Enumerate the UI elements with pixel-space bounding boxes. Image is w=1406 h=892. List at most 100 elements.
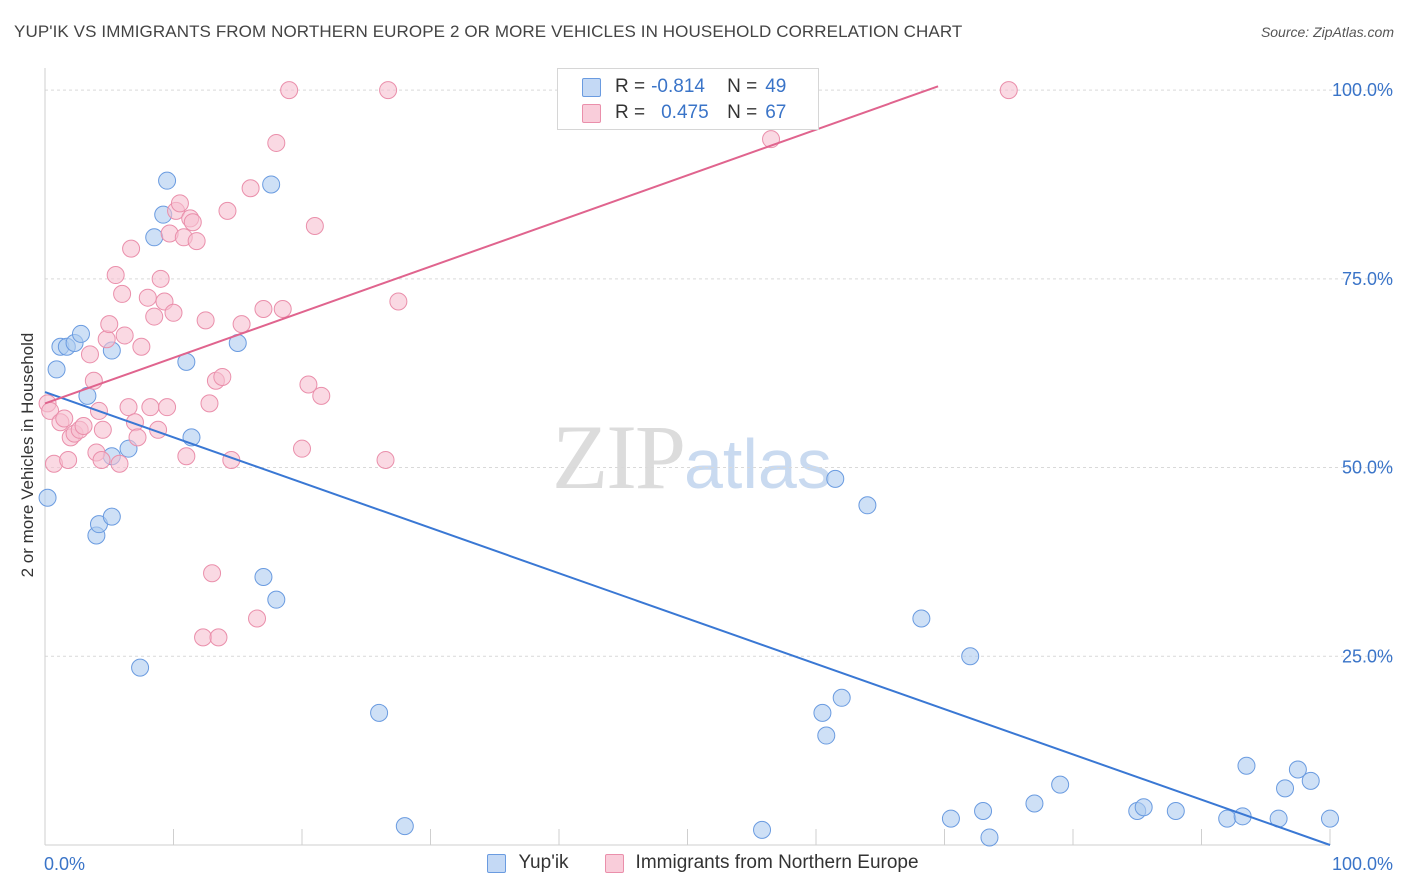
correlation-legend: R = -0.814 N = 49 R = 0.475 N = 67 [557,68,819,130]
northern-europe-point [59,451,78,469]
legend-item-yupik[interactable]: Yup'ik [487,852,569,874]
northern-europe-point [183,213,202,232]
yupik-point [1237,756,1256,775]
northern-europe-swatch [604,853,624,873]
northern-europe-point [241,179,260,198]
northern-europe-point [74,417,93,436]
northern-europe-point [170,194,189,213]
northern-europe-point [97,330,116,349]
northern-europe-point [379,81,398,100]
n-value-yupik: 49 [765,76,787,97]
yupik-point [941,809,960,828]
northern-europe-point [115,326,134,345]
n-label: N = [727,76,758,97]
yupik-point [38,488,57,507]
northern-europe-point [218,201,237,220]
yupik-point [370,703,389,722]
northern-europe-point [55,409,74,428]
yupik-point [145,228,164,247]
yupik-point [817,726,836,745]
northern-europe-point [299,375,318,394]
yupik-point [961,647,980,666]
legend-item-northern-europe[interactable]: Immigrants from Northern Europe [604,852,919,874]
northern-europe-point [203,564,222,583]
legend-label-yupik: Yup'ik [518,852,569,873]
yupik-point [826,469,845,488]
northern-europe-point [280,81,299,100]
r-label: R = [615,76,646,97]
northern-europe-point [254,300,273,319]
yupik-point [267,590,286,609]
legend-label-northern-europe: Immigrants from Northern Europe [635,852,919,873]
yupik-point [832,688,851,707]
yupik-point [858,496,877,515]
y-tick-label: 25.0% [1342,646,1393,666]
northern-europe-trend-line [44,85,939,405]
chart-title: YUP'IK VS IMMIGRANTS FROM NORTHERN EUROP… [14,22,963,41]
northern-europe-point [110,454,129,473]
yupik-point [1025,794,1044,813]
n-label: N = [727,102,758,123]
yupik-swatch [487,853,507,873]
northern-europe-point [999,81,1018,100]
northern-europe-point [138,288,157,307]
yupik-point [158,171,177,190]
northern-europe-point [232,315,251,334]
northern-europe-point [187,232,206,251]
northern-europe-point [132,337,151,356]
legend-row-northern-europe: R = 0.475 N = 67 [582,100,786,126]
yupik-point [71,324,90,343]
y-tick-label: 75.0% [1342,269,1393,289]
northern-europe-point [145,307,164,326]
northern-europe-point [248,609,267,628]
northern-europe-point [293,439,311,458]
series-legend: Yup'ik Immigrants from Northern Europe [0,852,1406,874]
northern-europe-point [128,428,147,447]
northern-europe-point [92,451,111,469]
watermark-zip: ZIP [552,406,686,508]
y-tick-label: 100.0% [1332,80,1393,100]
northern-europe-point [119,398,138,417]
northern-europe-point [273,300,292,319]
yupik-point [47,360,66,379]
y-tick-label: 50.0% [1342,458,1393,478]
northern-europe-point [267,133,286,152]
yupik-point [813,703,832,722]
northern-europe-point [141,398,160,417]
x-tick-label: 100.0% [1332,854,1393,874]
northern-europe-point [151,269,170,288]
northern-europe-point [93,420,112,439]
yupik-point [980,828,999,847]
yupik-point [395,817,414,836]
yupik-trend-line [44,391,1331,846]
northern-europe-point [113,284,132,303]
yupik-point [753,820,772,839]
northern-europe-point [106,266,125,285]
watermark-atlas: atlas [684,425,832,503]
n-value-northern-europe: 67 [765,102,787,123]
r-label: R = [615,102,646,123]
yupik-point [974,802,993,821]
northern-europe-point [200,394,219,413]
yupik-point [1166,802,1185,821]
northern-europe-point [194,628,213,647]
northern-europe-point [100,315,119,334]
yupik-point [912,609,931,628]
northern-europe-point [389,292,408,311]
yupik-point [1288,760,1307,779]
yupik-point [1051,775,1070,794]
yupik-point [1301,771,1320,790]
yupik-point [1276,779,1295,798]
northern-europe-point [376,451,395,469]
yupik-point [1321,809,1339,828]
northern-europe-point [158,398,177,417]
r-value-yupik: -0.814 [651,76,705,97]
northern-europe-point [213,367,232,386]
northern-europe-point [177,447,196,466]
northern-europe-point [80,345,99,364]
x-tick-label: 0.0% [44,854,85,874]
yupik-point [262,175,281,194]
y-axis-label: 2 or more Vehicles in Household [18,332,37,578]
northern-europe-point [305,216,324,235]
northern-europe-swatch [582,103,601,123]
